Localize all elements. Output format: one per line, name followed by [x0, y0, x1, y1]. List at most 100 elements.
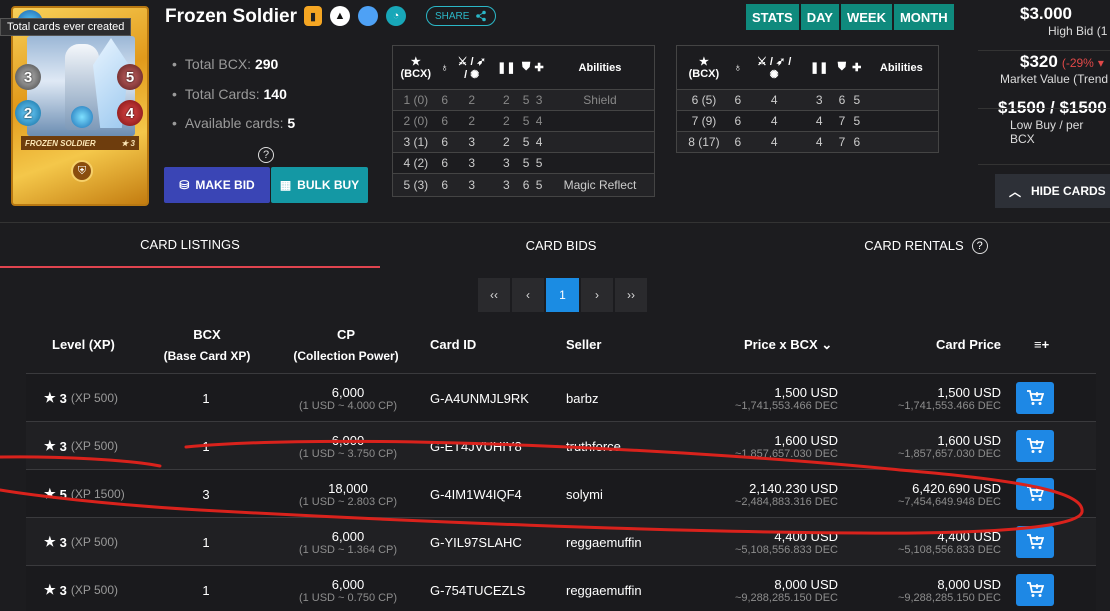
xp-value: (XP 500) [70, 391, 119, 405]
col-price-bcx[interactable]: Price x BCX ⌄ [744, 337, 833, 352]
column-settings-icon[interactable]: ≡+ [1034, 337, 1050, 352]
star-icon: ★ [44, 390, 56, 405]
cart-icon [1027, 486, 1044, 501]
col-seller[interactable]: Seller [566, 337, 602, 352]
level-value: 3 [59, 534, 67, 550]
table-row[interactable]: ★ 3 (XP 500) 1 6,000 (1 USD ~ 4.000 CP) … [26, 373, 1096, 421]
level-cell-spd: 4 [803, 131, 835, 153]
add-to-cart-button[interactable] [1016, 430, 1054, 462]
add-to-cart-button[interactable] [1016, 574, 1054, 606]
card-price-dec: ~5,108,556.833 DEC [897, 543, 1001, 556]
help-icon[interactable]: ? [258, 147, 274, 163]
pagination: ‹‹ ‹ 1 › ›› [478, 278, 647, 312]
table-row[interactable]: ★ 3 (XP 500) 1 6,000 (1 USD ~ 3.750 CP) … [26, 421, 1096, 469]
page-1-button[interactable]: 1 [546, 278, 579, 312]
col-abilities: Abilities [578, 61, 622, 74]
col-level-xp[interactable]: Level (XP) [52, 337, 115, 352]
divider [978, 164, 1110, 165]
tab-month[interactable]: MONTH [893, 4, 954, 30]
rarity-icon: ▮ [304, 6, 322, 26]
level-cell-spd: 3 [492, 173, 521, 197]
tab-card-listings[interactable]: CARD LISTINGS [0, 223, 380, 268]
level-value: 3 [59, 438, 67, 454]
chevron-down-icon: ⌄ [821, 337, 833, 352]
level-cell-armor: 6 [834, 89, 849, 111]
bcx-cell: 1 [202, 582, 210, 598]
tab-stats[interactable]: STATS [746, 4, 799, 30]
level-cell-abil: Magic Reflect [545, 173, 655, 197]
level-cell-armor: 5 [520, 152, 533, 174]
hide-cards-button[interactable]: ︿ HIDE CARDS [995, 174, 1110, 208]
cp-ratio: (1 USD ~ 2.803 CP) [298, 495, 398, 508]
share-button[interactable]: SHARE [426, 6, 497, 26]
seller-cell[interactable]: truthforce [566, 438, 621, 454]
cp-ratio: (1 USD ~ 3.750 CP) [298, 447, 398, 460]
level-row: 7 (9) 6 4 4 7 5 [676, 110, 939, 132]
armor-col-icon: ⛊ [522, 61, 531, 73]
level-cell-lvl: 6 (5) [676, 89, 731, 111]
level-cell-hp: 5 [848, 110, 865, 132]
card-id-cell[interactable]: G-YIL97SLAHC [430, 534, 522, 550]
card-id-cell[interactable]: G-A4UNMJL9RK [430, 390, 529, 406]
level-cell-mana: 6 [438, 152, 451, 174]
level-cell-atk: 3 [450, 152, 493, 174]
table-row[interactable]: ★ 5 (XP 1500) 3 18,000 (1 USD ~ 2.803 CP… [26, 469, 1096, 517]
level-row: 5 (3) 6 3 3 6 5 Magic Reflect [392, 173, 655, 197]
card-image[interactable]: 3 2 5 4 FROZEN SOLDIER ★ 3 ⛨ [11, 6, 149, 206]
tab-card-rentals[interactable]: CARD RENTALS ? [742, 223, 1110, 268]
down-arrow-icon: ▾ [1097, 56, 1104, 70]
col-card-price[interactable]: Card Price [936, 337, 1002, 352]
seller-cell[interactable]: reggaemuffin [566, 534, 642, 550]
make-bid-button[interactable]: ⛁ MAKE BID [164, 167, 270, 203]
tab-card-bids[interactable]: CARD BIDS [525, 238, 597, 253]
add-to-cart-button[interactable] [1016, 382, 1054, 414]
ability-icon: ⛨ [71, 160, 93, 182]
level-cell-armor: 5 [520, 110, 533, 132]
level-value: 3 [59, 582, 67, 598]
add-to-cart-button[interactable] [1016, 526, 1054, 558]
help-icon[interactable]: ? [971, 237, 988, 254]
card-art-name: FROZEN SOLDIER [25, 138, 96, 148]
level-cell-spd: 3 [803, 89, 835, 111]
bulk-buy-button[interactable]: ▦ BULK BUY [271, 167, 368, 203]
card-id-cell[interactable]: G-4IM1W4IQF4 [430, 486, 522, 502]
level-row: 4 (2) 6 3 3 5 5 [392, 152, 655, 174]
add-to-cart-button[interactable] [1016, 478, 1054, 510]
cp-ratio: (1 USD ~ 0.750 CP) [298, 591, 398, 604]
tab-week[interactable]: WEEK [840, 4, 892, 30]
col-bcx[interactable]: BCX (Base Card XP) [163, 327, 251, 363]
seller-cell[interactable]: barbz [566, 390, 599, 406]
level-cell-atk: 4 [744, 131, 804, 153]
armor-col-icon: ⛊ [837, 61, 847, 73]
cart-icon [1027, 534, 1044, 549]
first-page-button[interactable]: ‹‹ [478, 278, 510, 312]
card-price-dec: ~7,454,649.948 DEC [897, 495, 1001, 508]
attack-col-icon: ⚔ / ➶ / ✺ [756, 55, 792, 81]
high-bid-label: High Bid (1 [1048, 24, 1108, 38]
price-bcx-cell: 8,000 USD ~9,288,285.150 DEC [735, 566, 838, 611]
bcx-cell: 1 [202, 534, 210, 550]
card-id-cell[interactable]: G-ET4JVUHIY8 [430, 438, 522, 454]
cp-ratio: (1 USD ~ 1.364 CP) [298, 543, 398, 556]
prev-page-button[interactable]: ‹ [512, 278, 544, 312]
table-row[interactable]: ★ 3 (XP 500) 1 6,000 (1 USD ~ 0.750 CP) … [26, 565, 1096, 611]
xp-value: (XP 500) [70, 583, 119, 597]
col-card-id[interactable]: Card ID [430, 337, 477, 352]
col-level: ★ (BCX) [400, 56, 432, 80]
card-id-cell[interactable]: G-754TUCEZLS [430, 582, 526, 598]
tab-day[interactable]: DAY [800, 4, 839, 30]
level-cell-lvl: 2 (0) [392, 110, 439, 132]
seller-cell[interactable]: reggaemuffin [566, 582, 642, 598]
col-cp[interactable]: CP (Collection Power) [293, 327, 399, 363]
mana-col-icon: ♁ [733, 61, 742, 74]
xp-value: (XP 500) [70, 535, 119, 549]
market-value-label: Market Value (Trend [1000, 72, 1109, 86]
seller-cell[interactable]: solymi [566, 486, 603, 502]
card-price-cell: 1,600 USD ~1,857,657.030 DEC [898, 422, 1001, 470]
last-page-button[interactable]: ›› [615, 278, 647, 312]
table-row[interactable]: ★ 3 (XP 500) 1 6,000 (1 USD ~ 1.364 CP) … [26, 517, 1096, 565]
card-title: Frozen Soldier [165, 6, 297, 27]
cp-value: 6,000 [331, 576, 365, 592]
speed-col-icon: ❚❚ [809, 62, 829, 74]
next-page-button[interactable]: › [581, 278, 613, 312]
